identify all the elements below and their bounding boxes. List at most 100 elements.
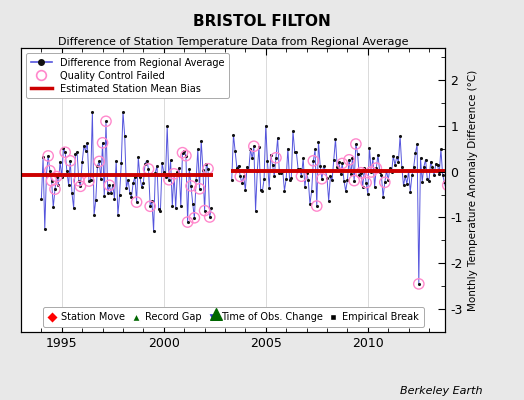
Point [367, 169, 375, 175]
Point [168, 202, 177, 209]
Point [127, 193, 136, 200]
Point [161, 174, 170, 180]
Point [107, 190, 115, 197]
Point [205, 214, 214, 220]
Point [313, 203, 321, 209]
Point [139, 180, 148, 186]
Point [144, 166, 152, 172]
Point [170, 171, 178, 177]
Point [117, 160, 125, 166]
Point [414, 281, 423, 287]
Point [231, 148, 239, 155]
Point [439, 172, 447, 178]
Point [122, 185, 130, 191]
Point [93, 163, 102, 169]
Point [51, 186, 59, 192]
Point [63, 168, 71, 174]
Point [287, 175, 296, 182]
Point [95, 158, 103, 165]
Point [379, 194, 387, 200]
Point [163, 123, 171, 129]
Point [313, 203, 321, 209]
Point [236, 173, 245, 180]
Point [362, 180, 370, 186]
Point [133, 199, 141, 205]
Point [410, 164, 418, 170]
Point [178, 150, 187, 156]
Point [46, 168, 54, 174]
Point [421, 156, 430, 163]
Point [39, 154, 47, 160]
Point [102, 118, 110, 124]
Point [73, 149, 81, 155]
Point [374, 152, 382, 158]
Point [68, 190, 76, 197]
Point [253, 168, 261, 174]
Point [77, 183, 85, 190]
Point [105, 182, 114, 188]
Point [280, 187, 289, 194]
Point [294, 166, 302, 172]
Point [321, 167, 330, 173]
Point [360, 164, 368, 171]
Point [77, 183, 85, 190]
Point [104, 190, 112, 196]
Point [165, 176, 173, 183]
Point [430, 172, 438, 178]
Point [353, 151, 362, 157]
Point [318, 176, 326, 182]
Point [126, 190, 134, 196]
Point [333, 164, 341, 170]
Point [88, 109, 96, 115]
Point [406, 188, 414, 195]
Point [267, 152, 275, 158]
Point [42, 171, 51, 177]
Point [418, 178, 427, 185]
Point [227, 176, 236, 183]
Point [100, 193, 108, 200]
Point [202, 161, 211, 167]
Point [443, 182, 452, 188]
Point [427, 158, 435, 165]
Point [64, 182, 73, 188]
Point [249, 143, 258, 150]
Point [90, 211, 99, 218]
Point [279, 168, 287, 174]
Point [335, 159, 343, 165]
Point [185, 166, 193, 172]
Point [74, 178, 83, 184]
Point [252, 208, 260, 214]
Point [340, 178, 348, 184]
Point [316, 163, 324, 169]
Point [110, 195, 118, 202]
Point [124, 176, 132, 183]
Point [74, 178, 83, 184]
Point [299, 155, 308, 162]
Point [256, 186, 265, 193]
Point [78, 159, 86, 165]
Point [272, 154, 280, 161]
Point [318, 176, 326, 182]
Point [372, 165, 380, 171]
Point [205, 214, 214, 220]
Point [420, 163, 428, 170]
Point [195, 186, 204, 192]
Point [301, 184, 309, 190]
Point [173, 169, 182, 176]
Point [270, 172, 278, 179]
Point [275, 170, 283, 177]
Point [245, 167, 253, 174]
Point [190, 214, 199, 221]
Point [175, 165, 183, 172]
Point [108, 182, 117, 188]
Point [180, 148, 189, 154]
Point [119, 109, 127, 115]
Point [320, 163, 328, 169]
Point [144, 166, 152, 172]
Point [387, 169, 396, 175]
Point [148, 198, 156, 204]
Point [302, 170, 311, 176]
Text: Berkeley Earth: Berkeley Earth [400, 386, 482, 396]
Point [44, 153, 52, 159]
Point [146, 203, 155, 210]
